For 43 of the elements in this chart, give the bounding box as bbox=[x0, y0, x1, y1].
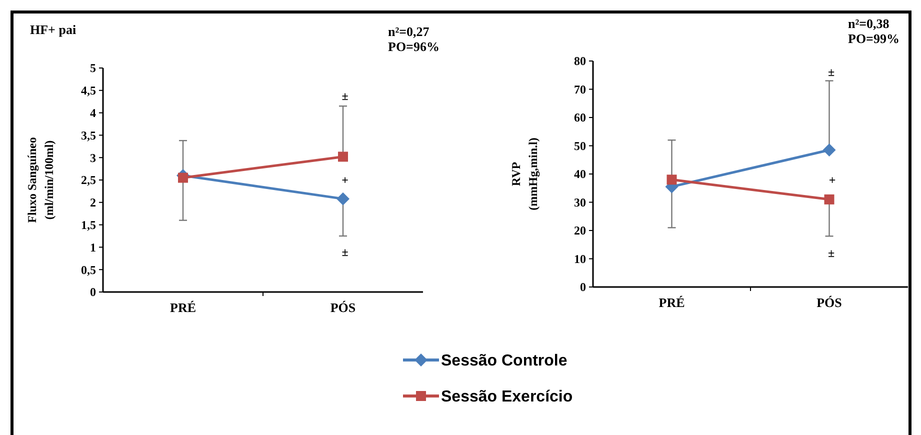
point bbox=[822, 143, 836, 156]
text: n²=0,27 PO=96% bbox=[388, 24, 440, 54]
x-tick-label: PRÉ bbox=[170, 300, 196, 315]
y-tick-label: 50 bbox=[574, 138, 586, 153]
chart-title: HF+ pai bbox=[30, 22, 76, 37]
point bbox=[336, 192, 350, 206]
y-tick-label: 0 bbox=[580, 280, 586, 294]
y-axis-title: RVP (mmHg,min.l) bbox=[509, 138, 540, 210]
y-tick-label: 2 bbox=[90, 196, 96, 210]
annotation: ± bbox=[342, 245, 349, 260]
y-axis-title: Fluxo Sanguíneo (ml/min/100ml) bbox=[25, 137, 56, 223]
annotation: ± bbox=[342, 89, 349, 104]
x-tick-label: PÓS bbox=[330, 300, 356, 315]
y-tick-label: 20 bbox=[574, 224, 586, 238]
y-tick-label: 0 bbox=[90, 285, 96, 300]
y-tick-label: 10 bbox=[574, 252, 586, 266]
point bbox=[666, 174, 677, 185]
y-tick-label: 3 bbox=[90, 150, 96, 165]
y-tick-label: 60 bbox=[574, 110, 586, 125]
y-tick-label: 40 bbox=[574, 167, 586, 182]
x-tick-label: PRÉ bbox=[658, 295, 685, 310]
y-tick-label: 4,5 bbox=[81, 84, 96, 98]
y-tick-label: 1 bbox=[90, 240, 96, 254]
x-tick-label: PÓS bbox=[816, 295, 842, 310]
legend-label: Sessão Controle bbox=[441, 352, 568, 370]
annotation: ± bbox=[828, 65, 835, 80]
y-tick-label: 80 bbox=[574, 54, 586, 68]
y-tick-label: 2,5 bbox=[81, 173, 96, 188]
legend-label: Sessão Exercício bbox=[441, 388, 573, 406]
text: n²=0,38 PO=99% bbox=[848, 16, 900, 46]
y-tick-label: 1,5 bbox=[81, 218, 96, 232]
point bbox=[824, 194, 834, 204]
point bbox=[178, 172, 188, 183]
annotation: ± bbox=[828, 246, 835, 260]
point bbox=[338, 152, 348, 162]
annotation: + bbox=[342, 173, 349, 188]
y-tick-label: 3,5 bbox=[81, 128, 96, 142]
y-tick-label: 70 bbox=[574, 82, 586, 96]
y-tick-label: 0,5 bbox=[81, 262, 96, 277]
y-tick-label: 4 bbox=[90, 106, 96, 120]
annotation: + bbox=[828, 173, 836, 188]
y-tick-label: 30 bbox=[574, 195, 586, 210]
y-tick-label: 5 bbox=[90, 61, 96, 76]
